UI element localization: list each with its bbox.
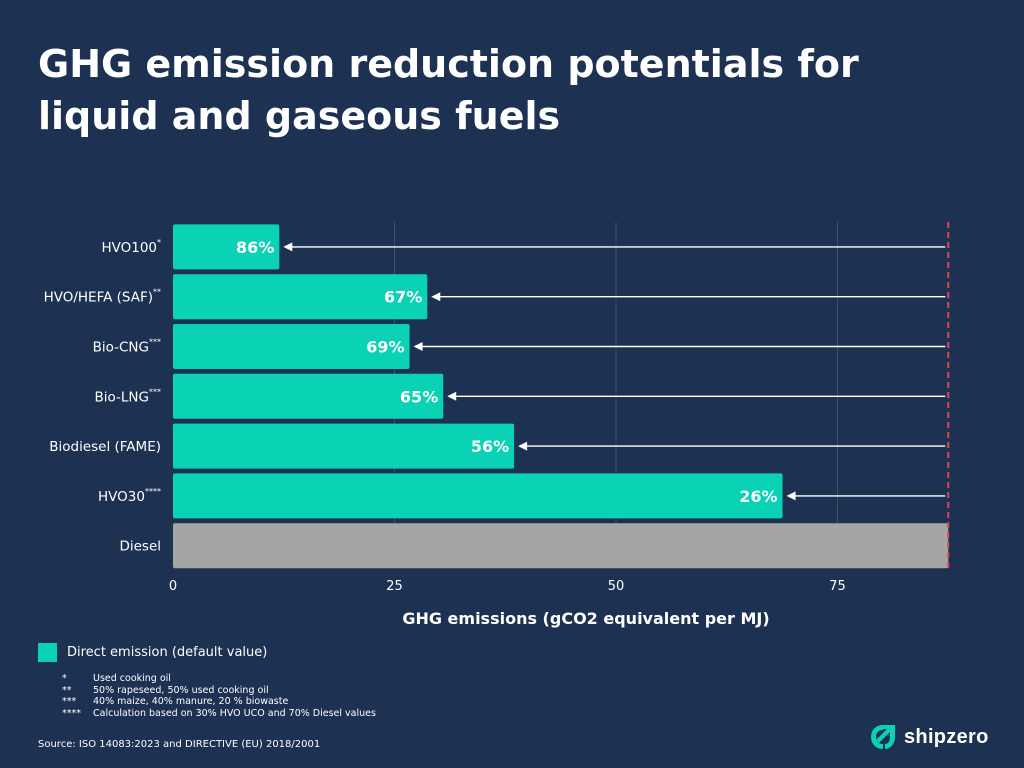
footnote-text: Used cooking oil [93,673,171,684]
logo-text: shipzero [904,725,989,748]
footnote: ** 50% rapeseed, 50% used cooking oil [62,685,376,697]
reduction-label: 65% [400,387,438,406]
arrow-head [447,391,457,401]
x-axis-label: GHG emissions (gCO2 equivalent per MJ) [402,609,769,628]
leaf-arrow-icon [871,725,895,749]
category-label: Biodiesel (FAME) [49,439,161,455]
footnote-text: 50% rapeseed, 50% used cooking oil [93,684,269,696]
category-label: HVO100* [101,238,161,256]
reduction-label: 26% [739,487,777,506]
footnote-mark: * [62,673,67,684]
reduction-label: 69% [366,338,404,357]
bar [173,274,428,320]
footnote: * Used cooking oil [62,673,376,685]
bar [173,224,280,270]
footnote: *** 40% maize, 40% manure, 20 % biowaste [62,696,376,708]
category-label: Bio-CNG*** [93,338,161,356]
bar [173,423,515,469]
x-tick-label: 0 [169,579,177,594]
page-title: GHG emission reduction potentials for li… [38,42,859,138]
bar [173,523,949,569]
arrow-head [283,242,293,252]
bar [173,473,783,519]
arrow-head [518,441,528,451]
legend-label: Direct emission (default value) [67,645,268,660]
arrow-head [413,342,423,351]
reduction-label: 86% [236,238,274,257]
footnote-mark: ** [62,684,72,696]
reduction-label: 56% [471,437,509,456]
legend: Direct emission (default value) [38,643,267,662]
x-tick-label: 25 [386,579,403,594]
brand-logo: shipzero [868,722,989,752]
footnotes: * Used cooking oil ** 50% rapeseed, 50% … [62,673,376,719]
bar [173,324,410,369]
footnote-mark: *** [62,696,77,707]
arrow-head [431,292,441,302]
x-tick-label: 50 [608,579,625,594]
source-note: Source: ISO 14083:2023 and DIRECTIVE (EU… [38,739,321,750]
reduction-label: 67% [384,288,422,307]
category-label: Diesel [119,539,161,555]
legend-swatch [38,643,57,662]
category-label: HVO/HEFA (SAF)** [44,288,161,306]
footnote-text: Calculation based on 30% HVO UCO and 70%… [93,707,376,719]
x-tick-label: 75 [829,579,846,594]
category-label: Bio-LNG*** [95,387,161,405]
footnote: **** Calculation based on 30% HVO UCO an… [62,708,376,720]
category-label: HVO30**** [98,487,161,505]
emissions-bar-chart: 0 25 50 75 HVO100* 86% HVO/HEFA (SAF)** 67% Bio-… [44,222,950,628]
footnote-mark: **** [62,707,81,719]
arrow-head [786,491,796,501]
bar [173,373,444,419]
footnote-text: 40% maize, 40% manure, 20 % biowaste [93,696,289,707]
